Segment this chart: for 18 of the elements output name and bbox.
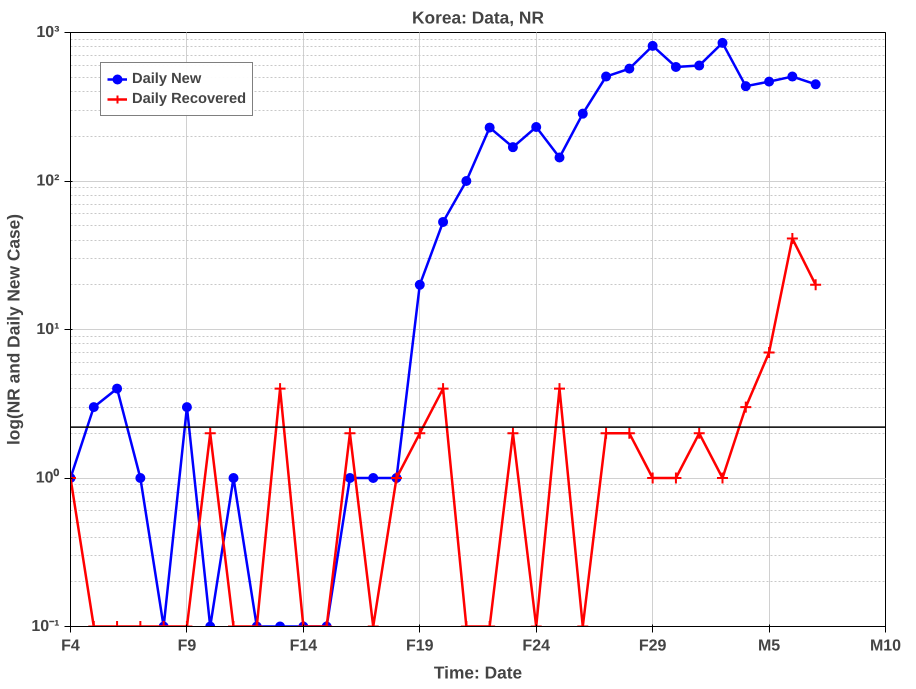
x-tick-label: F14 [290,638,318,654]
y-tick-label: 10⁰ [36,468,60,486]
chart-title: Korea: Data, NR [412,8,544,28]
legend-label: Daily New [132,71,202,87]
legend-label: Daily Recovered [132,91,246,107]
x-tick-label: F24 [522,638,550,654]
x-tick-label: M10 [870,638,902,654]
x-tick-label: F29 [638,638,667,654]
x-axis-title: Time: Date [434,662,522,682]
y-axis-title: log(NR and Daily New Case) [3,214,24,446]
x-tick-label: F19 [406,638,434,654]
x-tick-label: M5 [758,638,780,654]
y-tick-label: 10¹ [36,321,60,338]
y-tick-label: 10⁻¹ [31,618,60,635]
x-tick-label: F9 [178,638,196,654]
y-tick-label: 10³ [36,24,60,41]
x-tick-label: F4 [61,638,80,654]
y-tick-label: 10² [36,172,60,190]
